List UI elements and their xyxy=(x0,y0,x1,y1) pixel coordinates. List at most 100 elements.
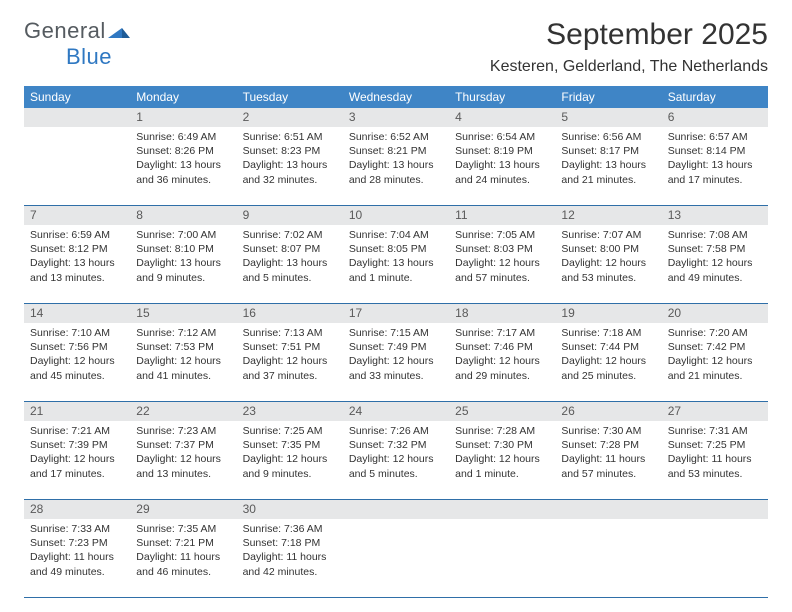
day-number: 29 xyxy=(130,500,236,519)
info-line: and 21 minutes. xyxy=(561,173,655,187)
day-info: Sunrise: 7:31 AMSunset: 7:25 PMDaylight:… xyxy=(668,424,762,481)
day-number: 17 xyxy=(343,304,449,323)
day-number xyxy=(662,500,768,519)
dayhead-sun: Sunday xyxy=(24,86,130,108)
day-info: Sunrise: 7:12 AMSunset: 7:53 PMDaylight:… xyxy=(136,326,230,383)
info-line: and 53 minutes. xyxy=(561,271,655,285)
info-line: and 5 minutes. xyxy=(349,467,443,481)
day-number: 4 xyxy=(449,108,555,127)
day-cell: Sunrise: 7:08 AMSunset: 7:58 PMDaylight:… xyxy=(662,225,768,303)
day-cell: Sunrise: 7:28 AMSunset: 7:30 PMDaylight:… xyxy=(449,421,555,499)
day-cell: Sunrise: 7:23 AMSunset: 7:37 PMDaylight:… xyxy=(130,421,236,499)
info-line: and 29 minutes. xyxy=(455,369,549,383)
day-number: 10 xyxy=(343,206,449,225)
info-line: Sunset: 8:07 PM xyxy=(243,242,337,256)
day-cell: Sunrise: 6:54 AMSunset: 8:19 PMDaylight:… xyxy=(449,127,555,205)
day-info: Sunrise: 7:26 AMSunset: 7:32 PMDaylight:… xyxy=(349,424,443,481)
info-line: Sunrise: 7:20 AM xyxy=(668,326,762,340)
info-line: Sunrise: 7:33 AM xyxy=(30,522,124,536)
month-title: September 2025 xyxy=(490,18,768,52)
info-line: and 17 minutes. xyxy=(30,467,124,481)
info-line: Daylight: 12 hours xyxy=(668,354,762,368)
info-line: Sunset: 7:21 PM xyxy=(136,536,230,550)
day-number: 5 xyxy=(555,108,661,127)
info-line: Sunset: 7:37 PM xyxy=(136,438,230,452)
info-line: Sunset: 7:28 PM xyxy=(561,438,655,452)
day-number: 19 xyxy=(555,304,661,323)
info-line: and 25 minutes. xyxy=(561,369,655,383)
day-number xyxy=(24,108,130,127)
day-number: 8 xyxy=(130,206,236,225)
daynum-row: 78910111213 xyxy=(24,206,768,225)
day-number: 18 xyxy=(449,304,555,323)
day-number: 11 xyxy=(449,206,555,225)
day-number: 13 xyxy=(662,206,768,225)
day-number xyxy=(555,500,661,519)
info-line: Sunrise: 6:54 AM xyxy=(455,130,549,144)
day-info: Sunrise: 7:23 AMSunset: 7:37 PMDaylight:… xyxy=(136,424,230,481)
info-line: Sunrise: 7:05 AM xyxy=(455,228,549,242)
day-cell: Sunrise: 7:13 AMSunset: 7:51 PMDaylight:… xyxy=(237,323,343,401)
logo-blue: Blue xyxy=(66,44,112,69)
info-line: Sunrise: 6:59 AM xyxy=(30,228,124,242)
day-cell: Sunrise: 7:35 AMSunset: 7:21 PMDaylight:… xyxy=(130,519,236,597)
logo-text: General Blue xyxy=(24,18,130,70)
day-info: Sunrise: 7:07 AMSunset: 8:00 PMDaylight:… xyxy=(561,228,655,285)
logo-general: General xyxy=(24,18,106,43)
info-line: Daylight: 13 hours xyxy=(349,256,443,270)
calendar: Sunday Monday Tuesday Wednesday Thursday… xyxy=(24,86,768,598)
day-cell: Sunrise: 7:31 AMSunset: 7:25 PMDaylight:… xyxy=(662,421,768,499)
day-number: 15 xyxy=(130,304,236,323)
info-line: Sunrise: 7:25 AM xyxy=(243,424,337,438)
info-line: Sunset: 7:18 PM xyxy=(243,536,337,550)
info-line: Sunrise: 6:49 AM xyxy=(136,130,230,144)
day-cell: Sunrise: 7:00 AMSunset: 8:10 PMDaylight:… xyxy=(130,225,236,303)
info-line: and 28 minutes. xyxy=(349,173,443,187)
day-cell: Sunrise: 7:07 AMSunset: 8:00 PMDaylight:… xyxy=(555,225,661,303)
day-number: 21 xyxy=(24,402,130,421)
day-cell: Sunrise: 7:25 AMSunset: 7:35 PMDaylight:… xyxy=(237,421,343,499)
dayhead-mon: Monday xyxy=(130,86,236,108)
info-line: Sunrise: 7:28 AM xyxy=(455,424,549,438)
info-line: Sunrise: 7:07 AM xyxy=(561,228,655,242)
day-cell: Sunrise: 7:17 AMSunset: 7:46 PMDaylight:… xyxy=(449,323,555,401)
info-line: Daylight: 12 hours xyxy=(136,354,230,368)
info-line: Daylight: 13 hours xyxy=(136,256,230,270)
info-line: Sunrise: 7:36 AM xyxy=(243,522,337,536)
dayhead-thu: Thursday xyxy=(449,86,555,108)
day-info: Sunrise: 7:15 AMSunset: 7:49 PMDaylight:… xyxy=(349,326,443,383)
info-line: Daylight: 12 hours xyxy=(668,256,762,270)
info-line: Sunset: 7:32 PM xyxy=(349,438,443,452)
info-line: Sunset: 8:05 PM xyxy=(349,242,443,256)
info-line: Daylight: 12 hours xyxy=(349,452,443,466)
day-number: 3 xyxy=(343,108,449,127)
info-line: Sunrise: 6:51 AM xyxy=(243,130,337,144)
week-row: Sunrise: 6:59 AMSunset: 8:12 PMDaylight:… xyxy=(24,225,768,304)
day-cell xyxy=(555,519,661,597)
day-number: 25 xyxy=(449,402,555,421)
info-line: Sunset: 7:56 PM xyxy=(30,340,124,354)
day-cell: Sunrise: 6:52 AMSunset: 8:21 PMDaylight:… xyxy=(343,127,449,205)
day-number: 27 xyxy=(662,402,768,421)
day-info: Sunrise: 7:08 AMSunset: 7:58 PMDaylight:… xyxy=(668,228,762,285)
info-line: and 5 minutes. xyxy=(243,271,337,285)
day-cell: Sunrise: 6:56 AMSunset: 8:17 PMDaylight:… xyxy=(555,127,661,205)
day-number: 14 xyxy=(24,304,130,323)
daynum-row: 14151617181920 xyxy=(24,304,768,323)
info-line: Sunrise: 7:04 AM xyxy=(349,228,443,242)
info-line: and 57 minutes. xyxy=(455,271,549,285)
day-info: Sunrise: 7:36 AMSunset: 7:18 PMDaylight:… xyxy=(243,522,337,579)
daynum-row: 123456 xyxy=(24,108,768,127)
info-line: Sunrise: 7:10 AM xyxy=(30,326,124,340)
info-line: Sunrise: 7:21 AM xyxy=(30,424,124,438)
info-line: Daylight: 11 hours xyxy=(243,550,337,564)
day-info: Sunrise: 7:30 AMSunset: 7:28 PMDaylight:… xyxy=(561,424,655,481)
info-line: Sunrise: 7:35 AM xyxy=(136,522,230,536)
info-line: and 13 minutes. xyxy=(136,467,230,481)
info-line: Sunset: 8:17 PM xyxy=(561,144,655,158)
info-line: and 46 minutes. xyxy=(136,565,230,579)
day-info: Sunrise: 7:35 AMSunset: 7:21 PMDaylight:… xyxy=(136,522,230,579)
day-number: 1 xyxy=(130,108,236,127)
info-line: Daylight: 12 hours xyxy=(136,452,230,466)
header-row: General Blue September 2025 Kesteren, Ge… xyxy=(24,18,768,76)
